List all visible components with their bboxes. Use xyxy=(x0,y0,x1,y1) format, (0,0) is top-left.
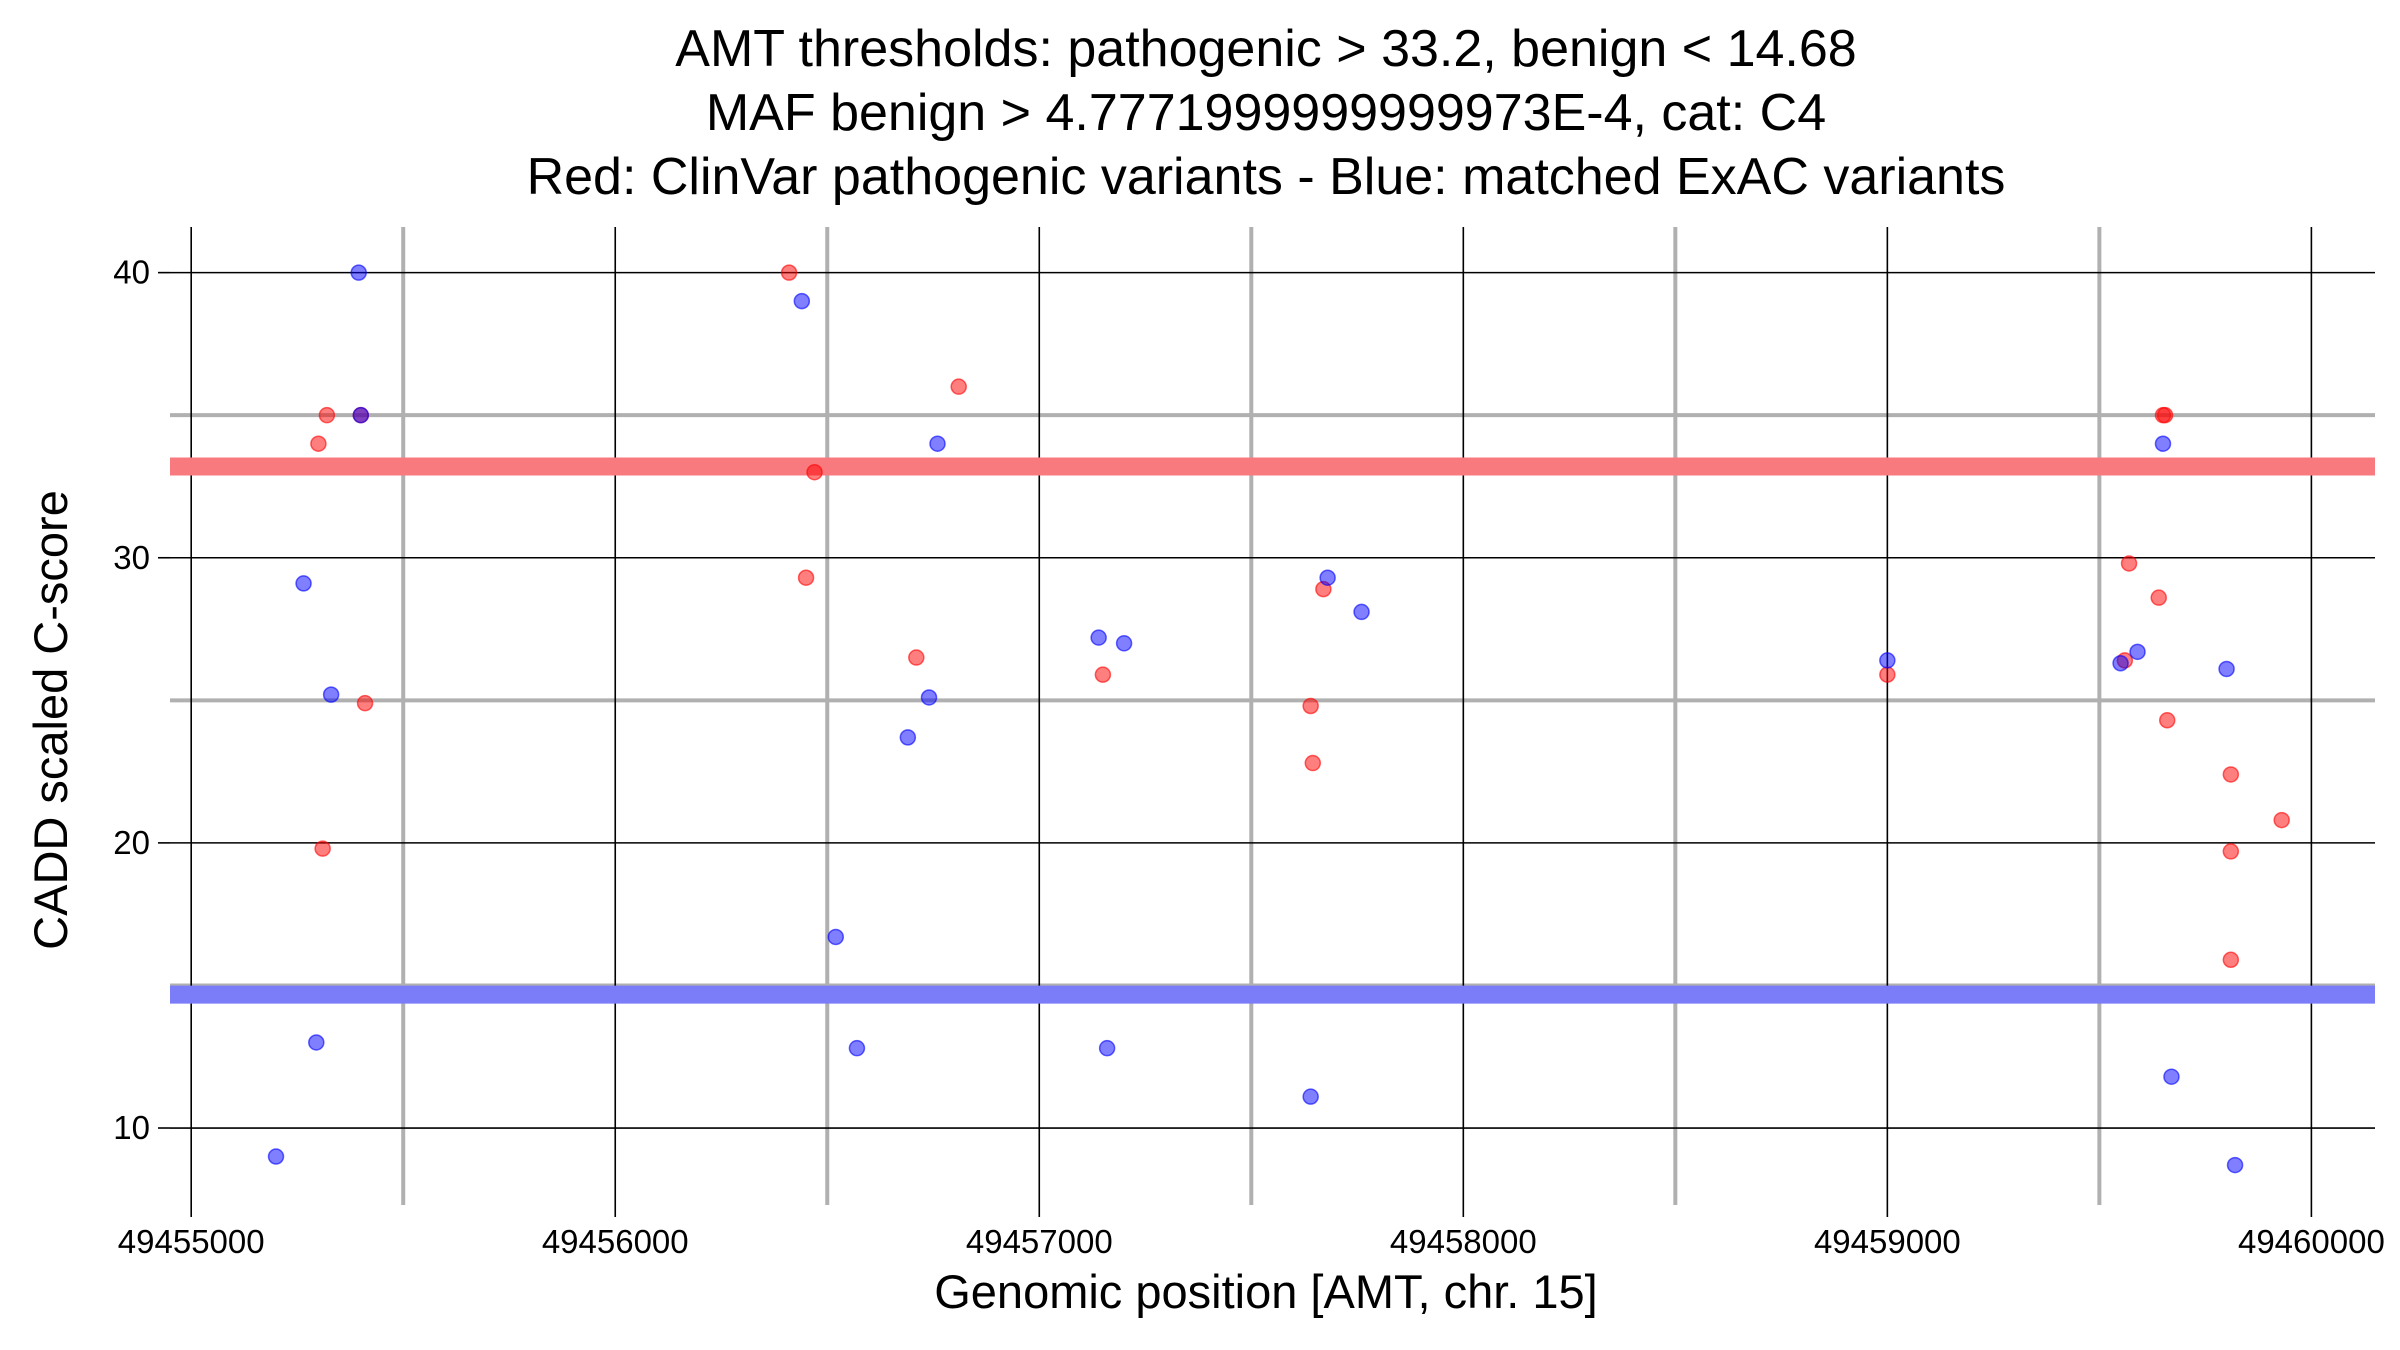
blue-point xyxy=(322,686,340,703)
red-point xyxy=(356,694,374,712)
x-tick-label: 49458000 xyxy=(1390,1223,1537,1260)
blue-point xyxy=(295,575,312,592)
chart-title: AMT thresholds: pathogenic > 33.2, benig… xyxy=(527,20,2006,206)
title-line-3: Red: ClinVar pathogenic variants - Blue:… xyxy=(527,148,2006,206)
y-axis-label: CADD scaled C-score xyxy=(24,490,77,950)
blue-point xyxy=(1879,652,1896,669)
title-line-2: MAF benign > 4.7771999999999973E-4, cat:… xyxy=(706,84,1826,142)
blue-point xyxy=(267,1148,285,1165)
red-point xyxy=(318,406,336,424)
blue-point xyxy=(920,689,938,706)
red-point xyxy=(2158,712,2176,729)
blue-point xyxy=(1115,635,1133,652)
blue-point xyxy=(2226,1156,2244,1174)
red-point xyxy=(2156,406,2174,424)
blue-point xyxy=(899,729,917,746)
red-point xyxy=(780,264,798,281)
blue-point xyxy=(1098,1039,1116,1057)
x-tick-label: 49460000 xyxy=(2238,1223,2385,1260)
red-point xyxy=(2222,766,2240,783)
blue-point xyxy=(308,1034,325,1051)
title-line-1: AMT thresholds: pathogenic > 33.2, benig… xyxy=(675,20,1856,78)
red-point xyxy=(2120,555,2138,572)
x-tick-label: 49457000 xyxy=(966,1223,1113,1260)
red-point xyxy=(1304,754,1322,772)
blue-point xyxy=(2163,1068,2180,1085)
y-tick-label: 30 xyxy=(113,539,150,576)
red-point xyxy=(1302,697,1319,715)
blue-point xyxy=(1353,603,1370,621)
red-point xyxy=(310,435,327,452)
blue-point xyxy=(2154,435,2172,452)
x-tick-label: 49455000 xyxy=(118,1223,265,1260)
x-axis-label: Genomic position [AMT, chr. 15] xyxy=(934,1265,1598,1318)
red-point xyxy=(314,840,331,857)
blue-point xyxy=(2112,655,2129,672)
blue-point xyxy=(827,928,844,946)
blue-point xyxy=(929,435,946,452)
red-point xyxy=(2222,843,2240,860)
red-point xyxy=(2150,589,2167,606)
blue-point xyxy=(1319,569,1336,586)
red-point xyxy=(908,649,925,666)
blue-point xyxy=(2129,643,2146,661)
blue-point xyxy=(1090,629,1107,646)
x-tick-label: 49459000 xyxy=(1814,1223,1961,1260)
y-tick-label: 20 xyxy=(113,824,150,861)
red-point xyxy=(1879,666,1896,683)
red-point xyxy=(2273,811,2290,829)
x-tick-label: 49456000 xyxy=(542,1223,689,1260)
red-point xyxy=(797,569,815,586)
blue-point xyxy=(1302,1088,1319,1105)
plot-area: 49455000 49456000 49457000 49458000 49459000… xyxy=(113,227,2385,1260)
red-point xyxy=(950,378,967,395)
red-point xyxy=(2222,951,2240,969)
red-point xyxy=(806,463,823,481)
blue-point xyxy=(2218,660,2235,678)
blue-point xyxy=(848,1039,866,1057)
blue-point xyxy=(793,292,811,310)
red-point xyxy=(1094,666,1112,683)
blue-point xyxy=(352,406,370,424)
y-tick-label: 10 xyxy=(113,1109,150,1146)
blue-point xyxy=(350,264,367,281)
y-tick-label: 40 xyxy=(113,254,150,291)
